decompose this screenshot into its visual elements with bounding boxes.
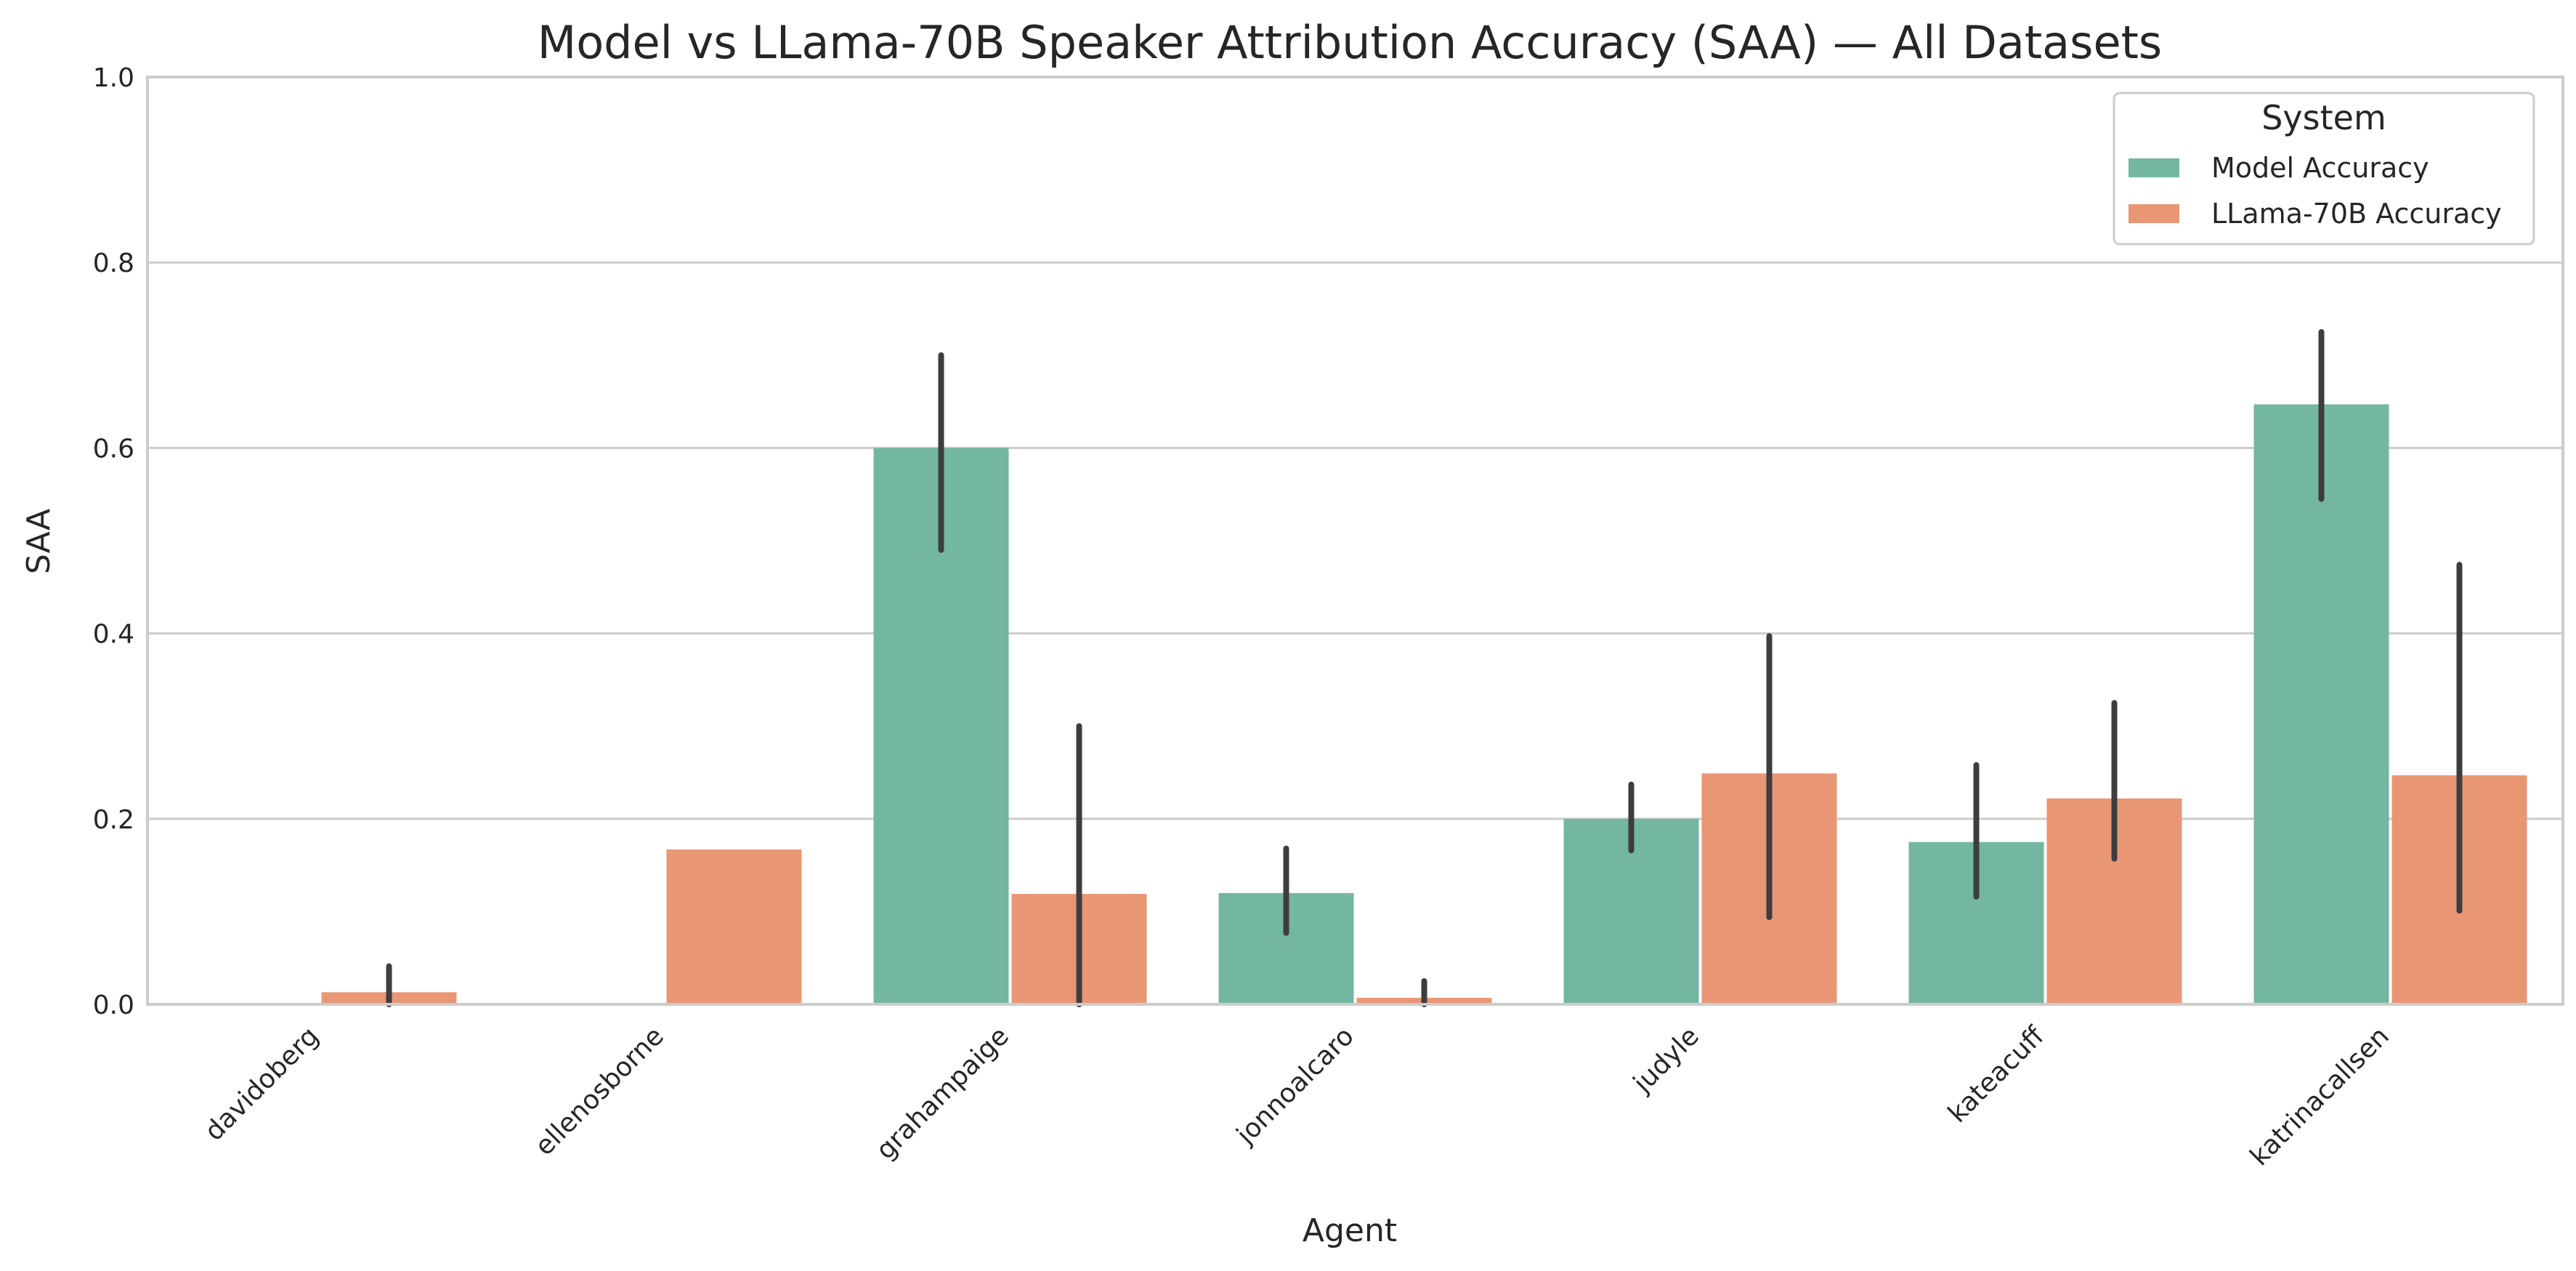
bar-llama-ellenosborne xyxy=(666,849,802,1004)
y-tick-label: 0.6 xyxy=(93,434,134,464)
y-tick-label: 0.2 xyxy=(93,805,134,835)
legend-box xyxy=(2113,92,2535,246)
legend-swatch-model xyxy=(2129,158,2179,177)
legend-title: System xyxy=(2261,98,2386,137)
chart-title: Model vs LLama-70B Speaker Attribution A… xyxy=(538,16,2162,69)
y-tick-labels: 0.0 0.2 0.4 0.6 0.8 1.0 xyxy=(93,63,134,1020)
legend: System Model Accuracy LLama-70B Accuracy xyxy=(2113,92,2535,246)
y-axis-label: SAA xyxy=(20,509,57,574)
legend-swatch-llama xyxy=(2129,204,2179,223)
y-tick-label: 0.8 xyxy=(93,249,134,278)
x-axis-label: Agent xyxy=(1303,1212,1397,1249)
legend-label-llama: LLama-70B Accuracy xyxy=(2211,198,2502,230)
plot-frame xyxy=(146,76,2564,1006)
error-bars xyxy=(386,328,2463,1007)
legend-label-model: Model Accuracy xyxy=(2211,152,2429,184)
y-tick-label: 0.0 xyxy=(93,990,134,1020)
y-tick-label: 0.4 xyxy=(93,620,134,650)
y-tick-label: 1.0 xyxy=(93,63,134,93)
bar-model-katrinacallsen xyxy=(2253,404,2389,1004)
